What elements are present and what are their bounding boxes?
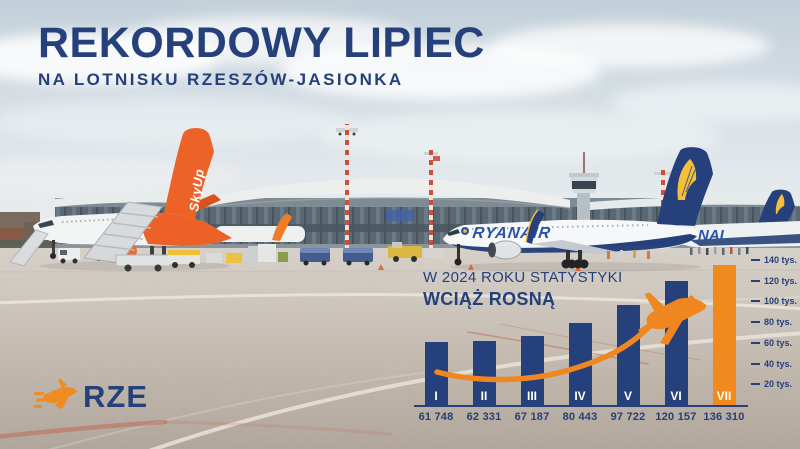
rze-plane-icon: [34, 378, 78, 409]
bar-value-label: 62 331: [466, 411, 502, 423]
bar-category-label: I: [434, 388, 438, 403]
y-axis-tick: 80 tys.: [751, 317, 792, 327]
y-axis-tick: 20 tys.: [751, 379, 792, 389]
page-subtitle: NA LOTNISKU RZESZÓW-JASIONKA: [38, 70, 404, 89]
tick-label: 20 tys.: [764, 379, 793, 390]
ryanair-tail-logo: [677, 159, 697, 200]
header: REKORDOWY LIPIEC NA LOTNISKU RZESZÓW-JAS…: [38, 22, 485, 90]
bar-category-label: VI: [670, 388, 682, 403]
tick-label: 40 tys.: [764, 358, 793, 369]
bar-category-label: III: [526, 388, 537, 403]
bar-value-label: 97 722: [610, 411, 646, 423]
y-axis-tick: 40 tys.: [751, 359, 792, 369]
page-title: REKORDOWY LIPIEC: [38, 19, 485, 67]
clouds: [0, 16, 800, 196]
ryanair-titles-partial: NAI: [698, 227, 725, 244]
bar-category-label: VII: [716, 388, 732, 403]
tick-dash: [751, 279, 760, 282]
bar-value-label: 80 443: [562, 411, 598, 423]
skyup-tail-text: SkyUp: [186, 168, 207, 213]
bar-value-label: 67 187: [514, 411, 550, 423]
tick-dash: [751, 258, 760, 261]
roof-main-curve: [205, 178, 570, 208]
chart-bar: II: [472, 341, 496, 406]
bar-category-label: IV: [574, 388, 586, 403]
bar-value-label: 120 157: [655, 411, 697, 423]
tick-label: 100 tys.: [764, 296, 798, 307]
chart-bar: VII: [712, 264, 736, 406]
rze-logo: RZE: [34, 378, 148, 414]
chart-bar: I: [424, 341, 448, 406]
bar-category-label: V: [623, 388, 632, 403]
chart-bar: IV: [568, 322, 592, 406]
terminal-sign: [386, 210, 414, 221]
bar-value-label: 61 748: [418, 411, 454, 423]
tick-label: 120 tys.: [764, 275, 798, 286]
tick-dash: [751, 321, 760, 323]
y-axis-tick: 120 tys.: [751, 276, 797, 286]
y-axis-tick: 60 tys.: [751, 338, 792, 348]
tick-label: 60 tys.: [764, 337, 793, 348]
skyup-tail-fin: [163, 127, 214, 219]
chart-bar: III: [520, 336, 544, 406]
y-axis-tick: 140 tys.: [751, 255, 797, 265]
y-axis-tick: 100 tys.: [751, 296, 797, 306]
tick-dash: [751, 300, 760, 303]
ryanair-plane-back: NAI: [660, 189, 800, 248]
chart-title-line2: WCIĄŻ ROSNĄ: [423, 289, 556, 309]
tick-label: 140 tys.: [764, 254, 798, 265]
chart-bar: VI: [664, 281, 688, 406]
tick-dash: [751, 362, 760, 365]
tick-dash: [751, 341, 760, 344]
chart-title-line1: W 2024 ROKU STATYSTYKI: [423, 269, 623, 286]
tick-label: 80 tys.: [764, 317, 793, 327]
chart-title: W 2024 ROKU STATYSTYKI WCIĄŻ ROSNĄ: [423, 269, 622, 310]
bar-value-label: 136 310: [703, 411, 745, 423]
chart-bar: V: [616, 304, 640, 406]
x-axis-line: [414, 405, 748, 407]
bar-category-label: II: [480, 388, 488, 403]
tick-dash: [751, 383, 760, 386]
rze-code: RZE: [83, 378, 148, 414]
